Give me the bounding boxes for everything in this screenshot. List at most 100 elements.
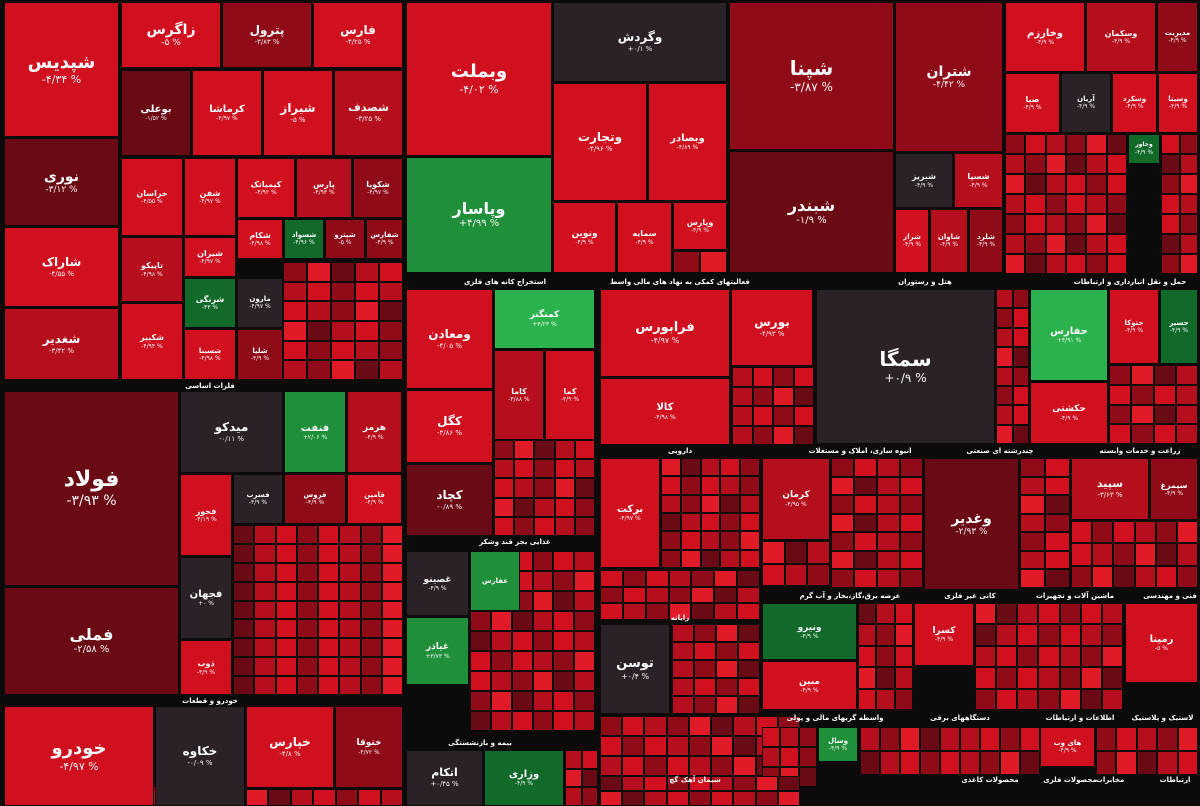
stock-tile-shebandar2[interactable]: شفارس -۴/۹ % (366, 219, 403, 259)
mosaic-cell[interactable] (773, 406, 794, 426)
mosaic-cell[interactable] (1012, 289, 1029, 309)
mosaic-cell[interactable] (737, 603, 760, 620)
mosaic-cell[interactable] (876, 667, 895, 689)
mosaic-cell[interactable] (1025, 254, 1046, 274)
mosaic-cell[interactable] (574, 478, 595, 498)
mosaic-cell[interactable] (331, 340, 355, 361)
mosaic-cell[interactable] (574, 516, 595, 536)
mosaic-cell[interactable] (574, 459, 595, 479)
mosaic-cell[interactable] (645, 603, 669, 620)
stock-tile-vghadir[interactable]: وغدیر -۲/۹۳ % (924, 458, 1019, 590)
mosaic-cell[interactable] (296, 657, 318, 677)
mosaic-cell[interactable] (296, 619, 318, 639)
mosaic-cell[interactable] (600, 736, 623, 756)
mosaic-cell[interactable] (688, 776, 712, 791)
stock-tile-haiweb[interactable]: های وب -۴/۹ % (1040, 727, 1095, 767)
mosaic-cell[interactable] (1005, 174, 1026, 194)
mosaic-cell[interactable] (254, 525, 276, 544)
mosaic-cell[interactable] (622, 586, 646, 604)
mosaic-cell[interactable] (296, 562, 318, 582)
mosaic-cell[interactable] (694, 642, 716, 660)
mosaic-cell[interactable] (672, 624, 694, 642)
mosaic-cell[interactable] (644, 716, 667, 736)
mosaic-cell[interactable] (565, 768, 582, 788)
stock-tile-ghiazar[interactable]: غیاذر +۳/۷۳ % (406, 617, 469, 685)
mosaic-cell[interactable] (876, 645, 895, 668)
mosaic-cell[interactable] (1086, 134, 1107, 154)
mosaic-cell[interactable] (1080, 688, 1102, 710)
stock-tile-ekom[interactable]: اتکام +۰/۴۵ % (406, 750, 483, 806)
mosaic-cell[interactable] (694, 624, 716, 642)
mosaic-cell[interactable] (254, 638, 276, 658)
mosaic-cell[interactable] (318, 657, 340, 677)
mosaic-cell[interactable] (532, 611, 554, 631)
mosaic-cell[interactable] (296, 600, 318, 620)
mosaic-cell[interactable] (738, 642, 760, 660)
mosaic-cell[interactable] (553, 631, 575, 651)
mosaic-cell[interactable] (1059, 603, 1081, 625)
mosaic-cell[interactable] (798, 767, 817, 787)
mosaic-cell[interactable] (360, 676, 382, 695)
mosaic-cell[interactable] (1106, 234, 1127, 254)
mosaic-cell[interactable] (732, 367, 753, 387)
mosaic-cell[interactable] (1109, 384, 1132, 405)
mosaic-cell[interactable] (854, 458, 877, 477)
mosaic-cell[interactable] (876, 688, 895, 710)
mosaic-cell[interactable] (254, 676, 276, 695)
stock-tile-farabours[interactable]: فرابورس -۴/۹۷ % (600, 289, 730, 377)
mosaic-cell[interactable] (318, 525, 340, 544)
mosaic-cell[interactable] (711, 776, 734, 791)
mosaic-cell[interactable] (275, 657, 297, 677)
mosaic-cell[interactable] (1005, 194, 1026, 214)
mosaic-cell[interactable] (777, 791, 800, 806)
mosaic-cell[interactable] (600, 586, 623, 604)
mosaic-cell[interactable] (1157, 751, 1178, 775)
mosaic-cell[interactable] (1066, 234, 1087, 254)
mosaic-cell[interactable] (877, 458, 900, 477)
mosaic-cell[interactable] (711, 756, 734, 776)
mosaic-cell[interactable] (1045, 234, 1066, 254)
stock-tile-kala[interactable]: کالا -۴/۹۸ % (600, 378, 730, 445)
mosaic-cell[interactable] (1179, 254, 1198, 274)
mosaic-cell[interactable] (339, 543, 361, 563)
mosaic-cell[interactable] (716, 696, 738, 714)
mosaic-cell[interactable] (1080, 624, 1102, 646)
mosaic-cell[interactable] (1020, 532, 1045, 551)
mosaic-cell[interactable] (688, 716, 712, 736)
stock-tile-hormoz[interactable]: هرمز -۴/۹ % (347, 391, 402, 473)
stock-tile-vmaaden[interactable]: ومعادن -۴/۰۵ % (406, 289, 493, 389)
stock-tile-vpayam[interactable]: وپارس -۴/۹ % (673, 202, 727, 250)
mosaic-cell[interactable] (381, 543, 403, 563)
mosaic-cell[interactable] (254, 600, 276, 620)
mosaic-cell[interactable] (798, 747, 817, 767)
mosaic-cell[interactable] (762, 747, 781, 767)
mosaic-cell[interactable] (574, 671, 595, 691)
mosaic-cell[interactable] (514, 459, 535, 479)
mosaic-cell[interactable] (360, 525, 382, 544)
mosaic-cell[interactable] (1017, 603, 1039, 625)
mosaic-cell[interactable] (1106, 134, 1127, 154)
stock-tile-shetran[interactable]: شتران -۴/۴۲ % (895, 2, 1003, 152)
mosaic-cell[interactable] (360, 562, 382, 582)
mosaic-cell[interactable] (554, 459, 575, 479)
mosaic-cell[interactable] (877, 495, 900, 514)
mosaic-cell[interactable] (644, 791, 667, 806)
mosaic-cell[interactable] (711, 791, 734, 806)
stock-tile-zob[interactable]: ذوب -۴/۹ % (180, 640, 232, 695)
mosaic-cell[interactable] (1066, 134, 1087, 154)
stock-tile-shepeyan[interactable]: شپترو -۵ % (325, 219, 365, 259)
mosaic-cell[interactable] (283, 340, 307, 361)
mosaic-cell[interactable] (752, 367, 773, 387)
mosaic-cell[interactable] (1134, 521, 1156, 544)
mosaic-cell[interactable] (318, 600, 340, 620)
stock-tile-ghefaras[interactable]: غفارس (470, 551, 520, 611)
mosaic-cell[interactable] (1161, 194, 1180, 214)
mosaic-cell[interactable] (1116, 751, 1137, 775)
mosaic-cell[interactable] (534, 497, 555, 517)
mosaic-cell[interactable] (661, 531, 681, 550)
stock-tile-shiran[interactable]: شیران -۴/۹۷ % (184, 237, 236, 277)
mosaic-cell[interactable] (233, 676, 255, 695)
mosaic-cell[interactable] (511, 611, 533, 631)
mosaic-cell[interactable] (894, 645, 913, 668)
mosaic-cell[interactable] (355, 281, 379, 302)
